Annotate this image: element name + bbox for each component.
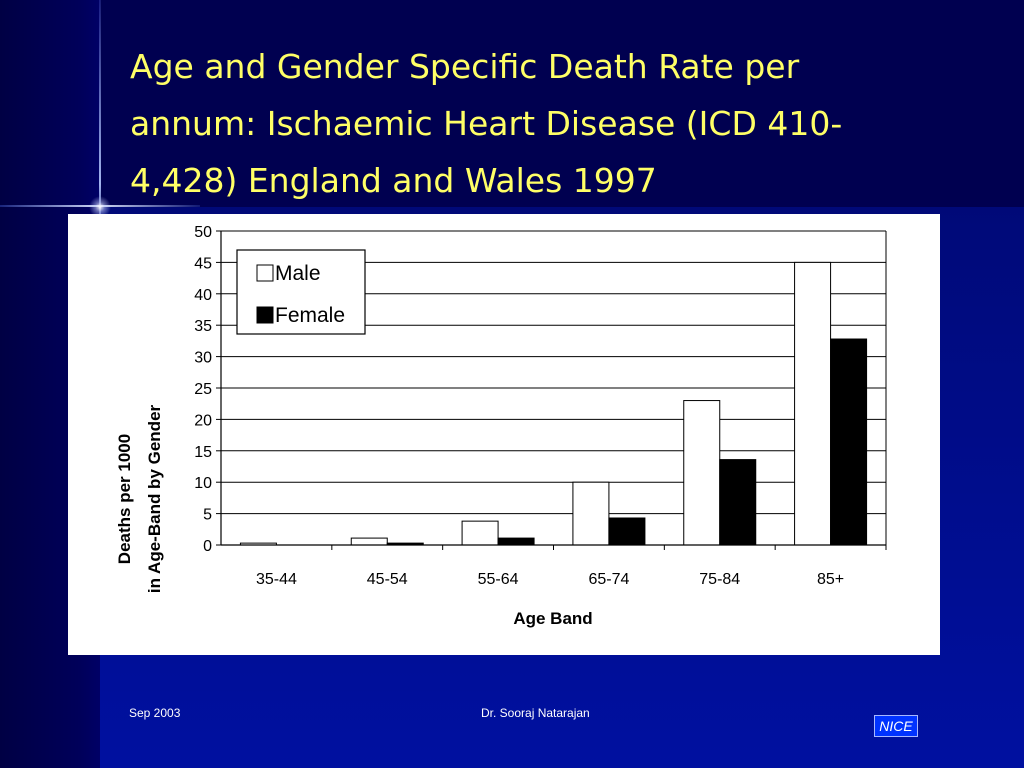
y-tick-label: 45: [194, 255, 212, 272]
y-tick-label: 30: [194, 350, 212, 367]
bar-female-75-84: [719, 459, 757, 546]
slide-title-line-3: 4,428) England and Wales 1997: [130, 161, 657, 200]
nice-logo: NICE: [874, 715, 918, 737]
footer-date: Sep 2003: [129, 706, 181, 720]
bar-female-55-64: [497, 537, 535, 546]
y-tick-label: 0: [203, 538, 212, 555]
slide-title: Age and Gender Specific Death Rate per a…: [130, 38, 910, 209]
slide-title-line-2: annum: Ischaemic Heart Disease (ICD 410-: [130, 104, 843, 143]
legend-label-male: Male: [275, 262, 321, 285]
y-axis-title-line-1: Deaths per 1000: [115, 434, 134, 564]
bar-male-85+: [794, 261, 832, 546]
y-tick-label: 10: [194, 475, 212, 492]
slide-title-line-1: Age and Gender Specific Death Rate per: [130, 47, 800, 86]
legend-swatch-male: [256, 264, 274, 282]
y-tick-label: 15: [194, 444, 212, 461]
y-tick-label: 5: [203, 507, 212, 524]
bar-male-55-64: [461, 520, 499, 546]
x-tick-label: 35-44: [256, 571, 297, 588]
bar-male-45-54: [350, 537, 388, 546]
x-tick-label: 75-84: [699, 571, 740, 588]
bar-male-65-74: [572, 481, 610, 546]
decorative-sparkle-icon: [89, 196, 111, 218]
y-tick-label: 35: [194, 318, 212, 335]
x-tick-label: 65-74: [588, 571, 629, 588]
y-axis-title-line-2: in Age-Band by Gender: [145, 404, 164, 593]
x-tick-label: 45-54: [367, 571, 408, 588]
y-tick-label: 50: [194, 224, 212, 241]
y-tick-label: 20: [194, 412, 212, 429]
bar-female-65-74: [608, 517, 646, 546]
x-tick-label: 55-64: [478, 571, 519, 588]
y-tick-label: 25: [194, 381, 212, 398]
y-tick-label: 40: [194, 287, 212, 304]
x-tick-label: 85+: [817, 571, 844, 588]
decorative-vertical-line: [99, 0, 101, 230]
bar-female-85+: [830, 338, 868, 546]
legend-label-female: Female: [275, 304, 345, 327]
footer-author: Dr. Sooraj Natarajan: [481, 706, 590, 720]
legend-swatch-female: [256, 306, 274, 324]
chart-container: 0 5 10 15 20 25 30 35 40 45 50 35-44 45-54 55-64 65-7…: [68, 214, 940, 655]
x-axis-title: Age Band: [513, 609, 592, 628]
bar-male-75-84: [683, 400, 721, 546]
title-band: [100, 0, 1024, 207]
bar-chart: 0 5 10 15 20 25 30 35 40 45 50 35-44 45-54 55-64 65-7…: [115, 224, 887, 628]
